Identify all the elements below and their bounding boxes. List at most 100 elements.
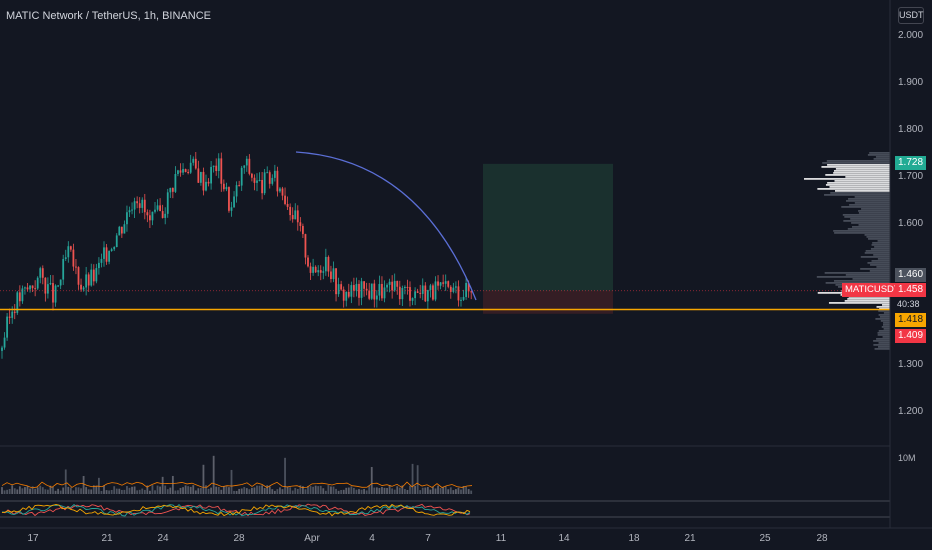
volume-bar (36, 487, 39, 494)
volume-profile-bar (873, 340, 890, 342)
time-tick: 17 (27, 533, 39, 544)
volume-bar (360, 489, 363, 494)
volume-profile-bar (833, 230, 890, 232)
candle-body (373, 283, 376, 300)
arc-drawing[interactable] (295, 151, 477, 301)
volume-axis-label: 10M (898, 453, 916, 463)
candle-body (80, 284, 82, 290)
volume-profile-bar (834, 232, 890, 234)
volume-profile-bar (870, 248, 890, 250)
candle-body (276, 170, 279, 192)
volume-profile-bar (833, 172, 890, 174)
candle-body (289, 206, 292, 216)
stop-zone[interactable] (483, 290, 613, 314)
volume-profile-bar (861, 208, 890, 210)
volume-bar (87, 489, 90, 494)
candle-body (123, 224, 126, 234)
volume-bar (365, 490, 368, 494)
volume-bar (154, 490, 156, 494)
candle-body (299, 222, 302, 226)
candle-body (406, 286, 409, 288)
candle-body (87, 274, 90, 286)
candle-body (353, 285, 355, 291)
candle-body (230, 207, 233, 211)
candle-body (21, 288, 24, 302)
volume-bar (217, 487, 220, 494)
candle-body (49, 283, 52, 285)
candle-body (429, 285, 432, 291)
volume-profile-bar (803, 178, 890, 180)
volume-bar (299, 485, 302, 494)
volume-profile-bar (845, 176, 890, 178)
volume-bar (98, 477, 100, 494)
candle-body (184, 169, 187, 173)
volume-profile-bar (883, 322, 890, 324)
candle-body (324, 256, 327, 272)
candle-body (146, 212, 149, 216)
candle-body (187, 172, 190, 174)
stop-price-label: 1.409 (895, 329, 927, 343)
bar-countdown: 40:38 (897, 299, 920, 309)
volume-bar (59, 490, 62, 494)
candle-body (258, 179, 261, 181)
candle-body (327, 256, 330, 272)
currency-button[interactable]: USDT (898, 7, 924, 24)
volume-bar (57, 488, 59, 494)
volume-bar (248, 489, 251, 494)
volume-profile-bar (875, 318, 890, 320)
volume-bar (396, 486, 399, 494)
volume-bar (304, 489, 307, 494)
volume-profile-bar (868, 238, 890, 240)
candle-body (222, 183, 225, 190)
volume-bar (457, 487, 460, 494)
volume-bar (151, 485, 154, 494)
candle-body (411, 298, 414, 301)
volume-bar (179, 487, 182, 494)
volume-profile-bar (851, 222, 890, 224)
candle-body (401, 288, 404, 300)
volume-bar (156, 485, 159, 494)
candle-body (268, 172, 271, 184)
time-tick: 25 (759, 533, 771, 544)
volume-profile-bar (854, 202, 890, 204)
volume-profile-bar (870, 264, 890, 266)
candle-body (238, 185, 241, 187)
volume-bar (187, 486, 190, 494)
volume-profile-bar (883, 312, 890, 314)
candle-body (174, 174, 177, 192)
level-price-label: 1.460 (895, 268, 927, 282)
volume-profile-bar (845, 274, 890, 276)
volume-bar (80, 488, 82, 494)
volume-bar (279, 487, 281, 494)
time-tick: 7 (425, 533, 431, 544)
volume-profile-bar (872, 242, 890, 244)
candle-body (256, 180, 258, 183)
volume-bar (110, 490, 113, 494)
volume-bar (330, 486, 332, 494)
volume-bar (307, 486, 309, 494)
target-zone[interactable] (483, 163, 613, 291)
volume-profile-bar (825, 174, 890, 176)
volume-bar (258, 485, 261, 494)
volume-bar (90, 489, 93, 494)
volume-bar (192, 485, 195, 494)
volume-profile-bar (833, 170, 890, 172)
volume-profile-bar (867, 154, 890, 156)
volume-bar (245, 488, 248, 494)
volume-bar (123, 489, 126, 494)
candle-body (388, 281, 391, 285)
candle-body (426, 290, 429, 302)
candle-body (47, 284, 49, 294)
volume-bar (419, 490, 422, 494)
candle-body (72, 249, 75, 267)
volume-profile-bar (879, 316, 890, 318)
candle-body (378, 283, 381, 296)
volume-bar (52, 486, 54, 494)
volume-profile-bar (824, 272, 890, 274)
volume-bar (381, 487, 383, 494)
volume-bar (240, 488, 243, 494)
volume-profile-bar (876, 338, 890, 340)
oscillator-line (1, 503, 471, 517)
volume-bar (398, 487, 401, 494)
